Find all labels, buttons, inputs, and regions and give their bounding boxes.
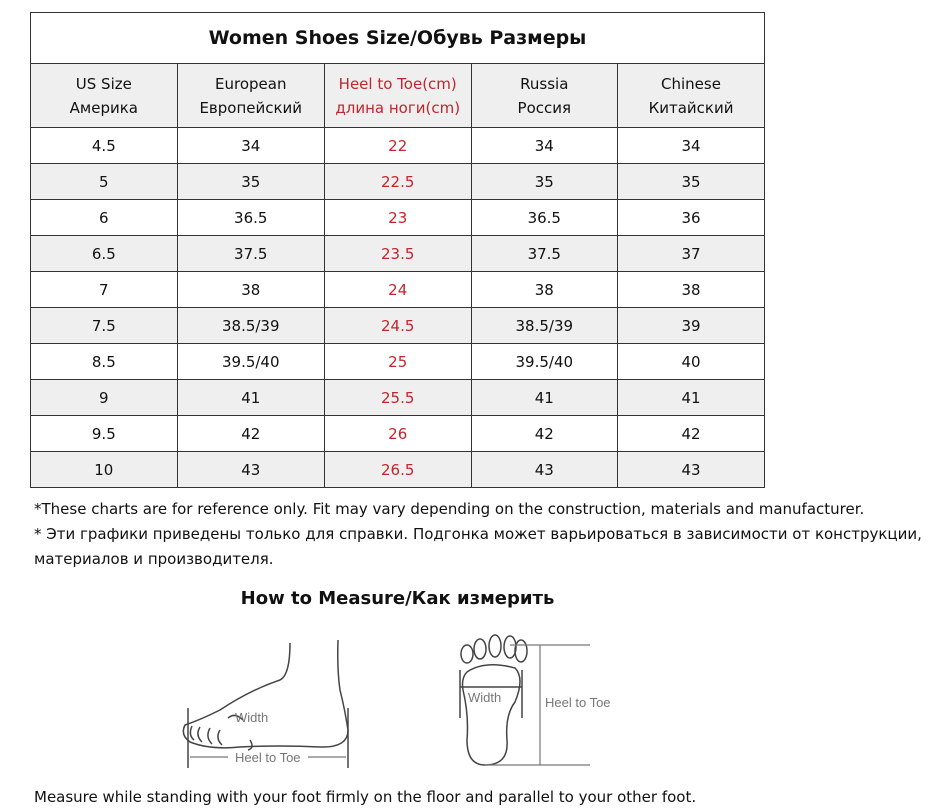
table-cell: 6.5 [30,235,178,272]
side-heel-to-toe-label: Heel to Toe [235,750,301,765]
column-header-ru: длина ноги(cm) [335,98,461,117]
table-cell: 38 [470,271,619,308]
table-cell: 22 [323,127,472,164]
sole-foot-diagram: Width Heel to Toe [459,634,611,766]
column-header-ru: Россия [517,98,572,117]
table-row: 7 38 24 38 38 [30,271,765,308]
side-foot-diagram: Width Heel to Toe [182,639,349,768]
column-header: Chinese Китайский [617,63,765,128]
table-cell: 37 [617,235,765,272]
column-header-en: Chinese [661,74,721,93]
table-cell: 35 [470,163,619,200]
table-cell: 34 [470,127,619,164]
sole-width-label: Width [468,690,501,705]
table-cell: 41 [176,379,325,416]
table-cell: 7 [30,271,178,308]
column-header-en: US Size [75,74,132,93]
table-cell: 4.5 [30,127,178,164]
sole-heel-to-toe-label: Heel to Toe [545,695,611,710]
table-cell: 24.5 [323,307,472,344]
column-header-ru: Америка [69,98,138,117]
table-cell: 25 [323,343,472,380]
table-cell: 7.5 [30,307,178,344]
table-cell: 24 [323,271,472,308]
header-row: US Size Америка European Европейский Heel to… [30,63,765,128]
table-cell: 42 [617,415,765,452]
column-header-en: European [215,74,287,93]
table-cell: 25.5 [323,379,472,416]
table-cell: 38.5/39 [470,307,619,344]
table-cell: 35 [176,163,325,200]
table-row: 4.5 34 22 34 34 [30,127,765,164]
column-header-en: Russia [520,74,569,93]
size-chart-table: Women Shoes Size/Обувь Размеры US Size Ам… [30,12,765,488]
table-title: Women Shoes Size/Обувь Размеры [30,12,765,64]
table-row: 8.5 39.5/40 25 39.5/40 40 [30,343,765,380]
note-ru-2: материалов и производителя. [34,550,274,568]
table-cell: 43 [470,451,619,488]
table-cell: 39.5/40 [470,343,619,380]
measure-instruction: Measure while standing with your foot fi… [34,788,697,806]
table-cell: 26 [323,415,472,452]
table-cell: 6 [30,199,178,236]
table-cell: 9.5 [30,415,178,452]
table-cell: 39 [617,307,765,344]
table-row: 6 36.5 23 36.5 36 [30,199,765,236]
side-width-label: Width [235,710,268,725]
table-cell: 36 [617,199,765,236]
table-cell: 37.5 [470,235,619,272]
table-row: 5 35 22.5 35 35 [30,163,765,200]
column-header: Russia Россия [470,63,619,128]
table-row: 7.5 38.5/39 24.5 38.5/39 39 [30,307,765,344]
note-en: *These charts are for reference only. Fi… [34,500,865,518]
table-cell: 26.5 [323,451,472,488]
measure-title: How to Measure/Как измерить [240,588,555,609]
column-header-ru: Европейский [199,98,303,117]
table-cell: 8.5 [30,343,178,380]
table-cell: 37.5 [176,235,325,272]
table-cell: 35 [617,163,765,200]
table-cell: 38 [617,271,765,308]
table-cell: 36.5 [470,199,619,236]
note-ru-1: * Эти графики приведены только для справ… [34,525,922,543]
table-cell: 43 [617,451,765,488]
table-cell: 34 [617,127,765,164]
table-cell: 22.5 [323,163,472,200]
table-cell: 42 [470,415,619,452]
table-cell: 23 [323,199,472,236]
table-cell: 36.5 [176,199,325,236]
table-cell: 38 [176,271,325,308]
table-cell: 39.5/40 [176,343,325,380]
table-cell: 5 [30,163,178,200]
table-cell: 9 [30,379,178,416]
table-cell: 40 [617,343,765,380]
column-header-en: Heel to Toe(cm) [338,74,457,93]
table-cell: 43 [176,451,325,488]
column-header-ru: Китайский [648,98,734,117]
column-header: Heel to Toe(cm) длина ноги(cm) [323,63,472,128]
table-row: 9.5 42 26 42 42 [30,415,765,452]
table-cell: 10 [30,451,178,488]
table-row: 10 43 26.5 43 43 [30,451,765,488]
table-cell: 38.5/39 [176,307,325,344]
table-cell: 34 [176,127,325,164]
table-cell: 41 [617,379,765,416]
table-cell: 41 [470,379,619,416]
column-header: European Европейский [176,63,325,128]
table-row: 6.5 37.5 23.5 37.5 37 [30,235,765,272]
table-cell: 23.5 [323,235,472,272]
table-cell: 42 [176,415,325,452]
table-row: 9 41 25.5 41 41 [30,379,765,416]
column-header: US Size Америка [30,63,178,128]
